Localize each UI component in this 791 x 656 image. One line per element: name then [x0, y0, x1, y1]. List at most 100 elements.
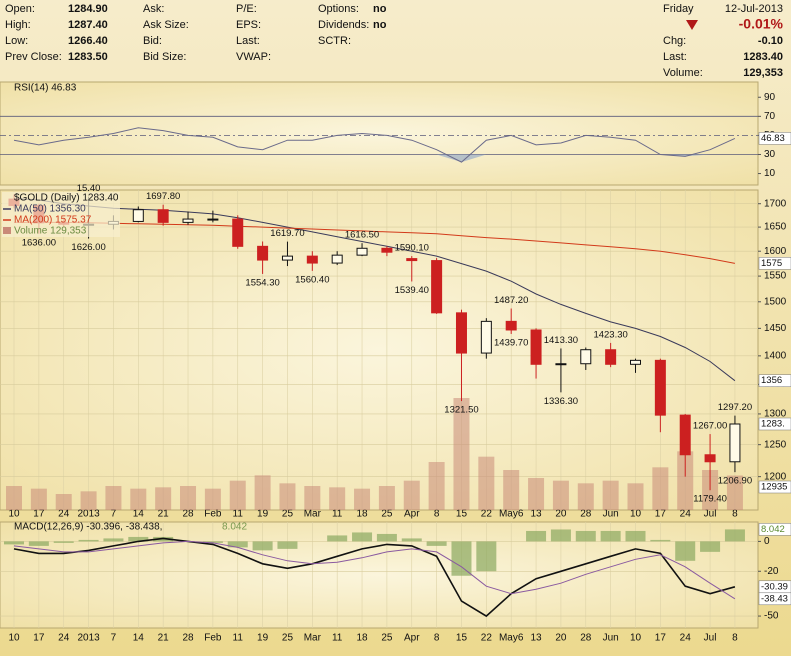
x-tick-label: 19 [257, 633, 269, 644]
x-tick-label: 14 [133, 633, 145, 644]
x-tick-label: 7 [111, 509, 117, 520]
legend-swatch [3, 227, 11, 234]
quote-label: Ask: [143, 3, 164, 15]
x-tick-label: 18 [356, 509, 368, 520]
x-tick-label: 8 [732, 509, 738, 520]
y-tick-label: 90 [764, 92, 776, 103]
high-annotation: 1619.70 [270, 228, 304, 239]
histogram-bar [252, 541, 273, 551]
quote-value: 1287.40 [68, 19, 108, 31]
histogram-bar [103, 538, 124, 542]
candle-body [630, 359, 641, 365]
legend-label: MA(200) 1575.37 [14, 215, 92, 226]
x-tick-label: 22 [481, 633, 493, 644]
volume-bar [180, 486, 197, 510]
legend-label: MA(50) 1356.30 [14, 204, 86, 215]
y-tick-label: 1300 [764, 409, 787, 420]
volume-bar [378, 486, 395, 510]
volume-bar [279, 483, 296, 510]
high-annotation: 1297.20 [718, 402, 752, 413]
y-tick-label: 1200 [764, 471, 787, 482]
last-value-label: -30.39 [761, 581, 788, 592]
y-tick-label: 30 [764, 149, 776, 160]
x-tick-label: Jun [603, 633, 619, 644]
volume-bar [55, 494, 72, 510]
x-tick-label: 8 [434, 509, 440, 520]
x-tick-label: 10 [630, 509, 642, 520]
x-tick-label: 20 [555, 509, 567, 520]
histogram-bar [550, 529, 571, 542]
last-value-box [758, 374, 791, 387]
x-tick-label: 17 [33, 509, 45, 520]
x-tick-label: 25 [381, 509, 393, 520]
volume-bar [155, 487, 172, 510]
histogram-bar [724, 529, 745, 542]
y-tick-label: 70 [764, 111, 776, 122]
x-tick-label: 7 [111, 633, 117, 644]
quote-label: High: [5, 19, 31, 31]
volume-bar [229, 480, 246, 510]
panel-title: $GOLD (Daily) 1283.40 [14, 193, 119, 204]
histogram-bar [4, 541, 24, 545]
candle-body [207, 218, 219, 221]
low-annotation: 1206.90 [718, 476, 752, 487]
histogram-bar [575, 530, 596, 542]
last-value-label: 8.042 [761, 524, 785, 535]
x-tick-label: 15 [456, 633, 468, 644]
x-tick-label: 17 [655, 633, 667, 644]
volume-bar [105, 486, 122, 510]
histogram-bar [28, 541, 49, 546]
high-annotation: 15.40 [77, 183, 101, 194]
x-tick-label: 11 [332, 633, 343, 644]
low-annotation: 1336.30 [544, 396, 578, 407]
candle-body [505, 320, 517, 331]
summary-value: -0.10 [758, 35, 783, 47]
volume-bar [726, 475, 743, 510]
x-tick-label: 13 [530, 633, 542, 644]
x-tick-label: May6 [499, 509, 524, 520]
histogram-bar [426, 541, 447, 546]
histogram-bar [277, 541, 298, 549]
x-tick-label: 8 [434, 633, 440, 644]
volume-bar [602, 480, 619, 510]
candle-body [729, 423, 741, 463]
x-tick-label: Jul [704, 509, 717, 520]
x-tick-label: 17 [33, 633, 45, 644]
candle-body [232, 218, 244, 247]
macd-line [13, 540, 736, 600]
quote-label: SCTR: [318, 35, 351, 47]
x-tick-label: 22 [481, 509, 493, 520]
high-annotation: 1423.30 [593, 329, 627, 340]
y-tick-label: 1250 [764, 439, 787, 450]
last-value-box [758, 592, 791, 606]
histogram-bar [78, 539, 99, 542]
y-tick-label: 1600 [764, 246, 787, 257]
histogram-bar [376, 533, 397, 542]
candle-body [530, 329, 542, 365]
x-tick-label: 24 [58, 509, 70, 520]
candle-body [679, 414, 691, 456]
rsi-panel [0, 81, 759, 186]
moving-average [14, 221, 735, 264]
x-tick-label: 10 [8, 509, 20, 520]
high-annotation: 1697.80 [146, 191, 180, 202]
moving-average [13, 197, 736, 382]
y-tick-label: 1700 [764, 198, 787, 209]
candle-body [281, 255, 293, 261]
quote-value: 1266.40 [68, 35, 108, 47]
quote-label: Dividends: [318, 19, 369, 31]
x-tick-label: 21 [158, 633, 170, 644]
high-annotation: 1267.00 [693, 421, 727, 432]
last-value-box [758, 480, 791, 494]
candle-body [182, 218, 194, 223]
x-tick-label: 24 [58, 633, 70, 644]
quote-label: Bid: [143, 35, 162, 47]
last-value-label: 1356 [761, 375, 782, 386]
x-tick-label: 24 [680, 509, 692, 520]
quote-label: Bid Size: [143, 51, 186, 63]
candle-body [605, 349, 617, 365]
quote-label: Ask Size: [143, 19, 189, 31]
x-tick-label: 10 [630, 633, 642, 644]
x-tick-label: 2013 [77, 509, 100, 520]
x-tick-label: 11 [233, 633, 244, 644]
